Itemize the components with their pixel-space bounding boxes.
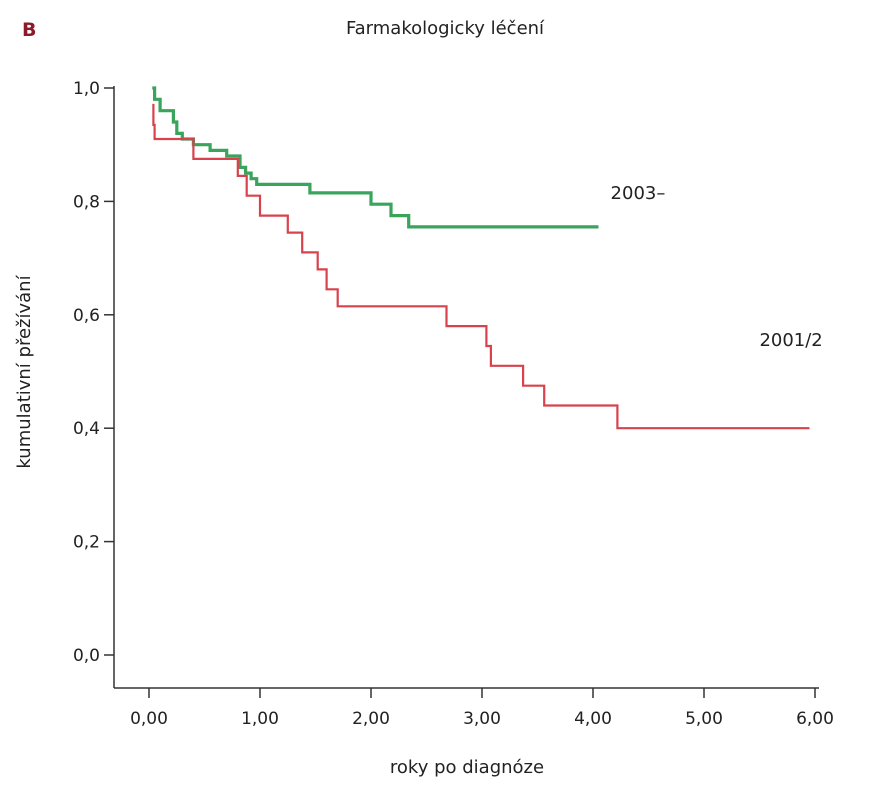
y-tick-label: 0,0 (73, 646, 100, 666)
axes (113, 86, 819, 689)
x-tick-label: 2,00 (352, 709, 390, 729)
y-tick-label: 0,8 (73, 192, 100, 212)
series-label-2001: 2001/2 (759, 330, 822, 351)
y-axis-label: kumulativní přežívání (14, 274, 35, 468)
x-axis-label: roky po diagnóze (390, 757, 544, 778)
y-tick-label: 0,6 (73, 306, 100, 326)
x-tick-label: 4,00 (574, 709, 612, 729)
series-labels: 2003– 2001/2 (611, 183, 823, 351)
y-ticks: 0,0 0,2 0,4 0,6 0,8 1,0 (73, 79, 114, 666)
series-layer (152, 86, 810, 430)
x-ticks: 0,00 1,00 2,00 3,00 4,00 5,00 6,00 (130, 688, 834, 729)
series-2001-line (152, 103, 810, 430)
series-2003-line (152, 86, 599, 229)
y-tick-label: 0,2 (73, 533, 100, 553)
x-tick-label: 1,00 (241, 709, 279, 729)
x-tick-label: 6,00 (796, 709, 834, 729)
panel-letter: B (22, 19, 36, 41)
x-tick-label: 3,00 (463, 709, 501, 729)
chart-title: Farmakologicky léčení (346, 18, 545, 39)
series-label-2003: 2003– (611, 183, 666, 204)
y-tick-label: 0,4 (73, 419, 100, 439)
y-tick-label: 1,0 (73, 79, 100, 99)
x-tick-label: 0,00 (130, 709, 168, 729)
x-tick-label: 5,00 (685, 709, 723, 729)
